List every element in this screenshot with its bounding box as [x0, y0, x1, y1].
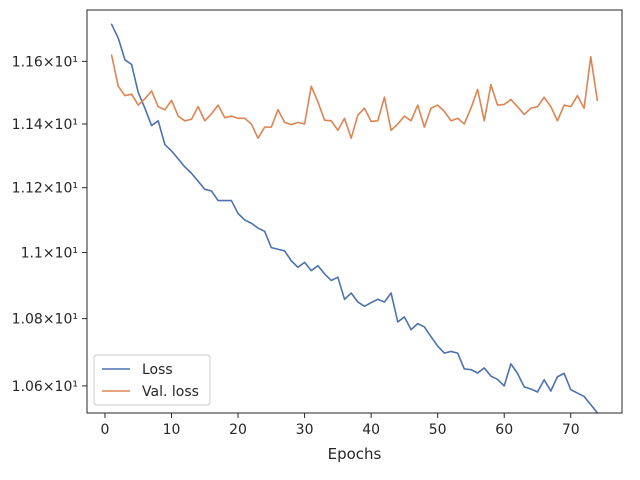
- y-tick-label: 1.14×10¹: [12, 117, 78, 133]
- x-tick-label: 0: [101, 422, 110, 438]
- legend-entries: Loss Val. loss: [102, 362, 199, 400]
- plot-lines: [110, 23, 599, 414]
- y-axis: 1.06×10¹ 1.08×10¹ 1.1×10¹ 1.12×10¹ 1.14×10¹ 1…: [12, 54, 87, 395]
- x-axis: 0 10 20 30 40 50 60 70: [101, 413, 580, 438]
- legend-label: Loss: [142, 362, 173, 378]
- series-line-loss: [110, 23, 599, 414]
- y-tick-label: 1.06×10¹: [12, 379, 78, 395]
- legend: Loss Val. loss: [93, 354, 211, 406]
- x-tick-label: 20: [229, 422, 247, 438]
- x-tick-label: 70: [562, 422, 580, 438]
- y-tick-label: 1.12×10¹: [12, 181, 78, 197]
- legend-box: [93, 354, 211, 406]
- y-tick-label: 1.16×10¹: [12, 54, 78, 70]
- y-tick-label: 1.1×10¹: [21, 246, 78, 262]
- x-tick-label: 30: [296, 422, 314, 438]
- axes-frame: [86, 9, 623, 414]
- x-tick-label: 50: [429, 422, 447, 438]
- x-tick-label: 40: [362, 422, 380, 438]
- series-line-val-loss: [110, 54, 599, 140]
- x-tick-label: 60: [495, 422, 513, 438]
- x-axis-label: Epochs: [328, 445, 382, 463]
- legend-label: Val. loss: [142, 384, 199, 400]
- y-tick-label: 1.08×10¹: [12, 312, 78, 328]
- x-tick-label: 10: [163, 422, 181, 438]
